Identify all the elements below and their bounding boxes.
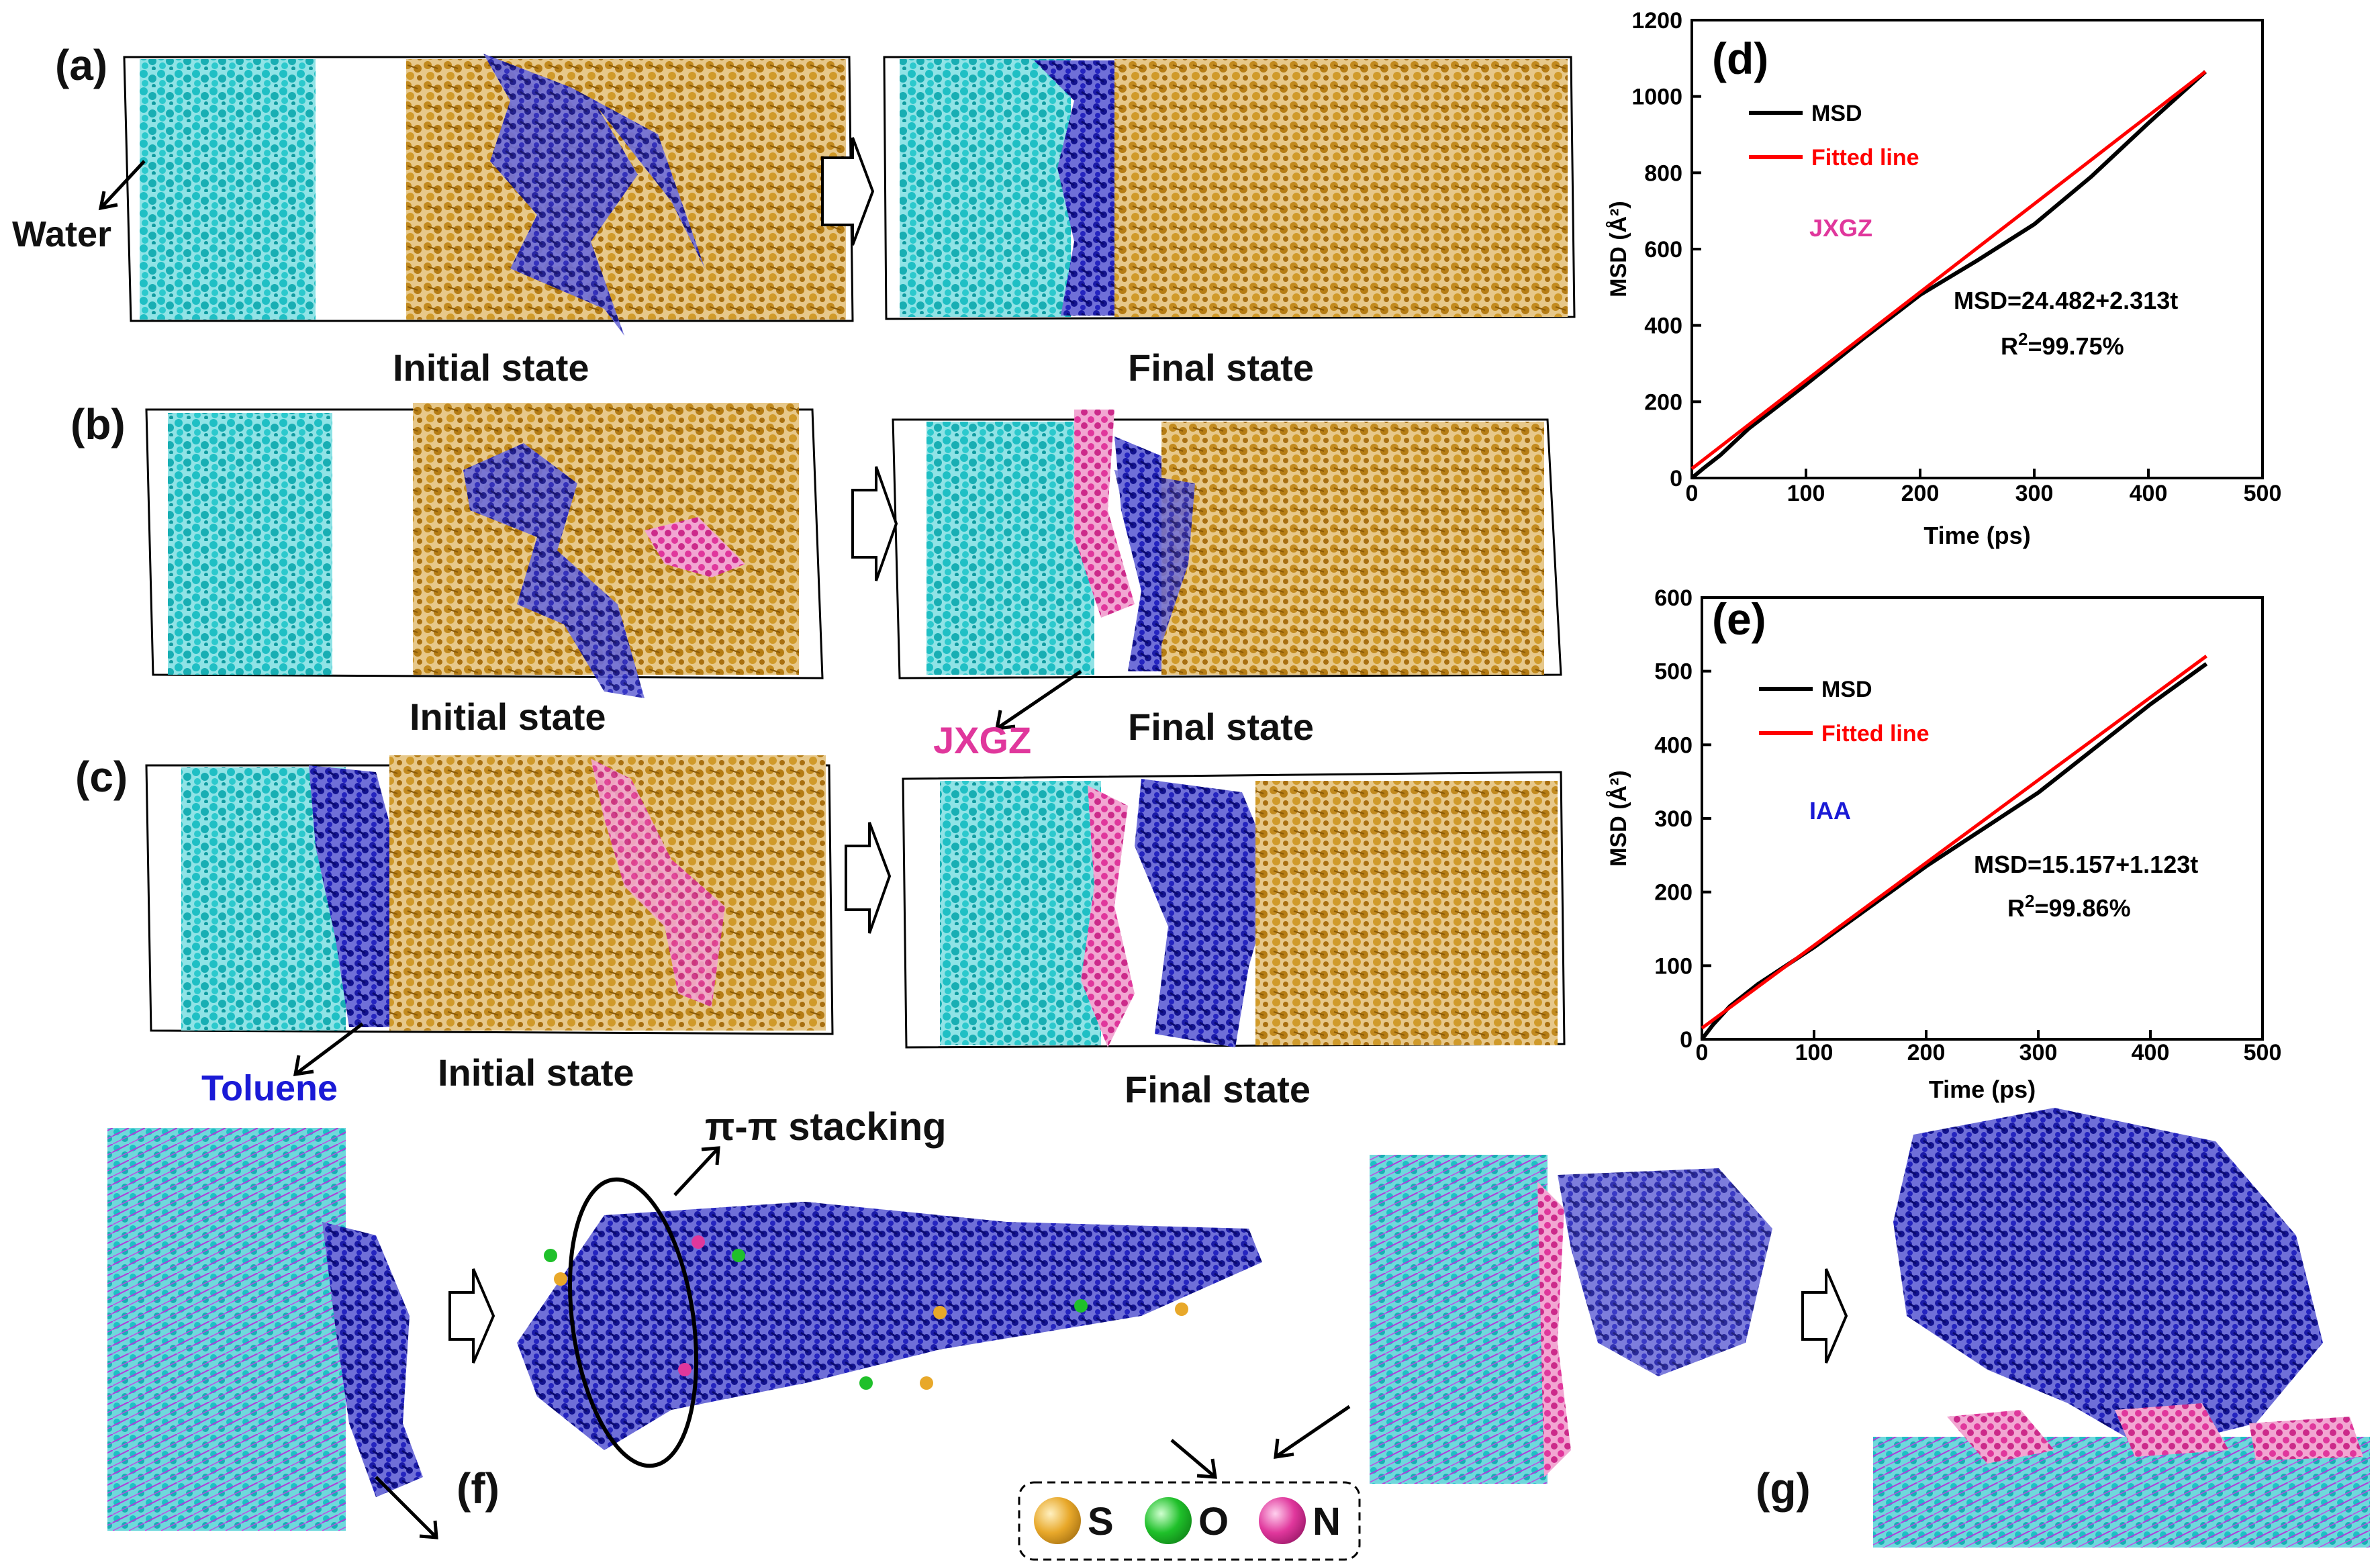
- toluene-label: Toluene: [201, 1068, 338, 1108]
- panel-g-surface-left: [1370, 1155, 1772, 1484]
- chart-e-panel-label: (e): [1712, 594, 1766, 644]
- panel-b-initial-box: [145, 403, 824, 698]
- caption-a-final: Final state: [1128, 346, 1314, 389]
- caption-c-initial: Initial state: [438, 1051, 634, 1094]
- caption-b-initial: Initial state: [410, 696, 606, 738]
- plot-frame: [1701, 596, 2264, 1041]
- chart-e-plot: [1700, 655, 2208, 1041]
- y-tick-label: 200: [1654, 880, 1693, 906]
- y-tick-label: 100: [1654, 953, 1693, 979]
- legend-label-msd: MSD: [1821, 677, 1872, 702]
- x-tick-label: 100: [1795, 1040, 1834, 1065]
- x-axis-title: Time (ps): [1923, 522, 2030, 549]
- x-tick-label: 500: [2244, 481, 2282, 506]
- legend-label-fitted: Fitted line: [1821, 721, 1930, 747]
- legend-sulfur-ball: [1034, 1497, 1081, 1544]
- y-tick-label: 400: [1644, 314, 1682, 339]
- panel-g-adsorbed-molecule: [1873, 1108, 2370, 1548]
- series-line-fitted: [1691, 70, 2207, 471]
- panel-label-b: (b): [70, 400, 126, 448]
- panel-a-initial-box: [123, 54, 854, 336]
- caption-c-final: Final state: [1125, 1068, 1311, 1110]
- legend-oxygen-label: O: [1198, 1500, 1229, 1544]
- panel-label-g: (g): [1756, 1464, 1811, 1513]
- chart-e-annotation-name: IAA: [1809, 797, 1851, 824]
- chart-d-annotation-name: JXGZ: [1809, 214, 1872, 242]
- legend-sulfur-label: S: [1088, 1500, 1114, 1544]
- x-tick-label: 0: [1686, 481, 1699, 506]
- x-tick-label: 0: [1696, 1040, 1709, 1065]
- chart-d-equation: MSD=24.482+2.313t: [1954, 287, 2178, 314]
- chart-e-r2: R2=99.86%: [2007, 891, 2131, 922]
- y-tick-label: 300: [1654, 806, 1693, 832]
- msd-chart-e: (e) 0 100 200 300 400 500 0 100 200 300 400 500 600 T…: [1606, 585, 2281, 1103]
- y-tick-label: 1000: [1631, 85, 1682, 110]
- caption-b-final: Final state: [1128, 706, 1314, 748]
- x-tick-label: 100: [1787, 481, 1825, 506]
- chart-d-plot: [1691, 70, 2207, 480]
- pi-stacking-label: π-π stacking: [705, 1105, 947, 1149]
- panel-f-surface: [107, 1128, 423, 1531]
- legend-label-msd: MSD: [1811, 101, 1862, 126]
- x-axis-title: Time (ps): [1929, 1076, 2036, 1103]
- legend-oxygen-ball: [1145, 1497, 1192, 1544]
- x-tick-label: 300: [2015, 481, 2054, 506]
- panel-label-c: (c): [75, 753, 128, 801]
- chart-e-axes: 0 100 200 300 400 500 0 100 200 300 400 500 600 Time …: [1606, 585, 2281, 1103]
- series-line-fitted: [1701, 655, 2207, 1030]
- chart-e-equation: MSD=15.157+1.123t: [1974, 851, 2198, 878]
- transition-arrows: [448, 137, 1848, 1364]
- atom-legend: S O N: [1034, 1494, 1349, 1548]
- chart-d-r2: R2=99.75%: [2001, 329, 2124, 360]
- y-tick-label: 800: [1644, 160, 1682, 186]
- panel-a-final-box: [883, 56, 1576, 320]
- y-tick-label: 200: [1644, 389, 1682, 415]
- y-axis-title: MSD (Å²): [1606, 770, 1631, 867]
- panel-label-a: (a): [55, 41, 108, 89]
- series-line-msd: [1691, 70, 2207, 480]
- jxgz-label: JXGZ: [933, 719, 1032, 761]
- chart-d-axes: 0 100 200 300 400 500 0 200 400 600 800 1000 1200 Tim…: [1606, 8, 2281, 549]
- water-label: Water: [12, 214, 112, 254]
- legend-label-fitted: Fitted line: [1811, 145, 1919, 171]
- y-tick-label: 0: [1670, 466, 1682, 491]
- panel-c-initial-box: [145, 755, 834, 1035]
- chart-d-panel-label: (d): [1712, 34, 1768, 83]
- y-tick-label: 0: [1680, 1027, 1693, 1053]
- y-axis-title: MSD (Å²): [1606, 201, 1631, 297]
- x-tick-label: 400: [2132, 1040, 2170, 1065]
- chart-d-legend: MSD Fitted line: [1749, 101, 1919, 171]
- x-tick-label: 500: [2244, 1040, 2282, 1065]
- msd-chart-d: (d) 0 100 200 300 400 500 0 200 400 600 800 1000 120…: [1606, 8, 2281, 549]
- panel-b-final-box: [892, 410, 1562, 679]
- pointer-arrows: [98, 160, 1351, 1539]
- panel-label-f: (f): [457, 1464, 499, 1513]
- x-tick-label: 200: [1901, 481, 1940, 506]
- y-tick-label: 400: [1654, 732, 1693, 758]
- panel-c-final-box: [902, 771, 1566, 1049]
- panel-f-stacking-molecule: [517, 1177, 1262, 1468]
- chart-e-legend: MSD Fitted line: [1759, 677, 1930, 747]
- legend-nitrogen-label: N: [1313, 1500, 1341, 1544]
- x-tick-label: 400: [2130, 481, 2168, 506]
- y-tick-label: 1200: [1631, 8, 1682, 34]
- x-tick-label: 200: [1907, 1040, 1946, 1065]
- y-tick-label: 600: [1654, 585, 1693, 611]
- x-tick-label: 300: [2019, 1040, 2058, 1065]
- y-tick-label: 600: [1644, 237, 1682, 263]
- legend-nitrogen-ball: [1259, 1497, 1306, 1544]
- caption-a-initial: Initial state: [393, 346, 589, 389]
- y-tick-label: 500: [1654, 659, 1693, 685]
